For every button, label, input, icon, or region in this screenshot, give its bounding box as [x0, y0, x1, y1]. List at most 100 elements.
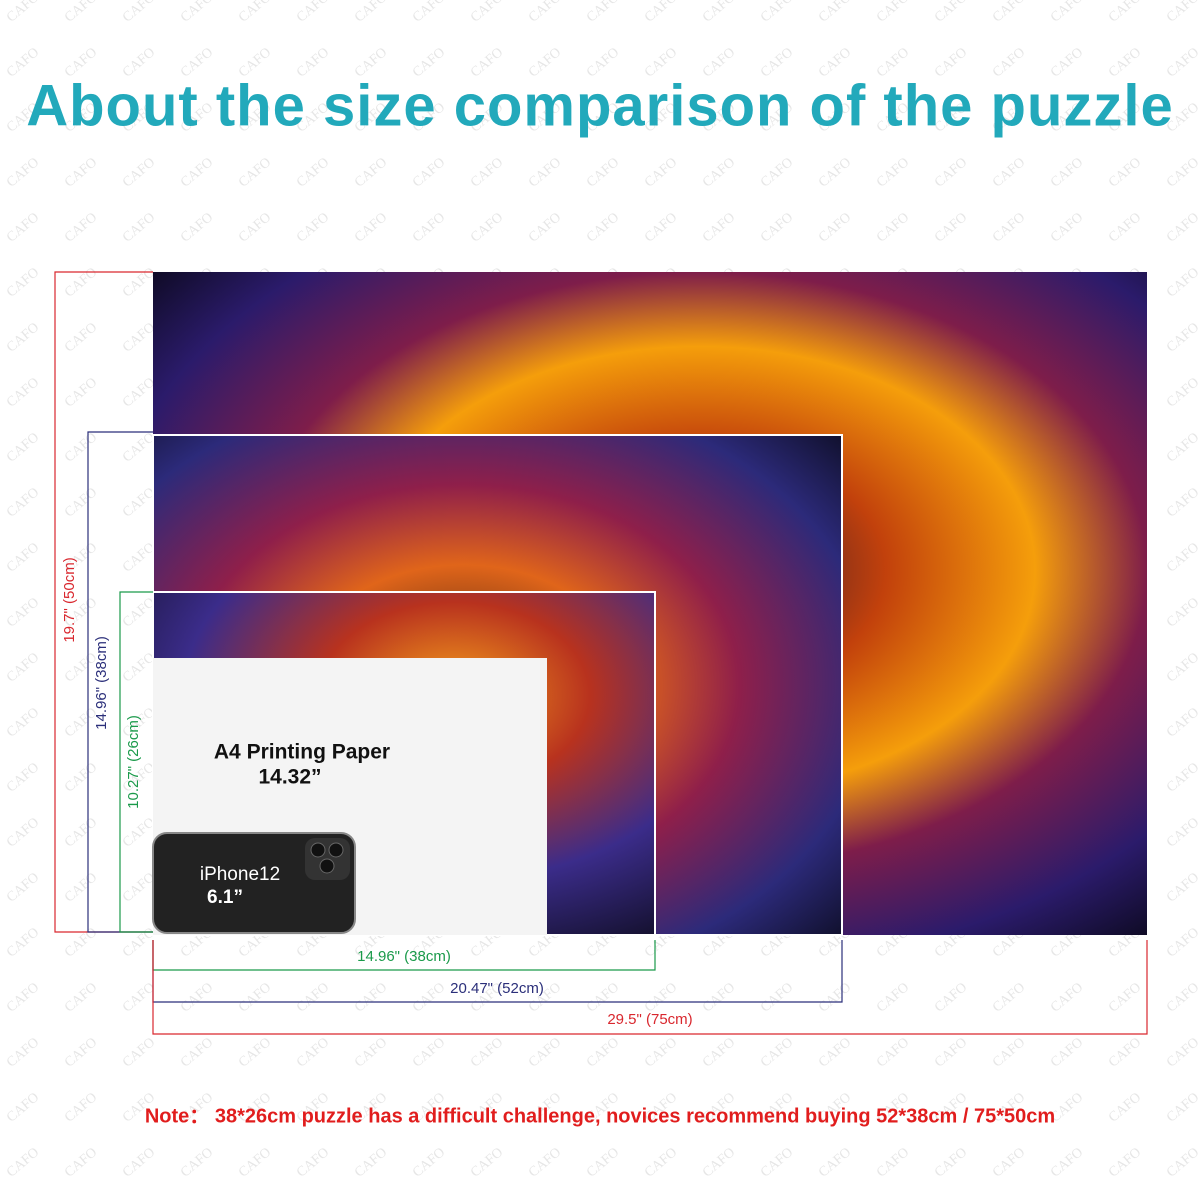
watermark: CAFO: [4, 760, 42, 796]
watermark: CAFO: [120, 320, 158, 356]
dim-red-h: [152, 940, 1148, 1035]
watermark: CAFO: [1164, 375, 1200, 411]
watermark: CAFO: [178, 210, 216, 246]
watermark: CAFO: [62, 925, 100, 961]
watermark: CAFO: [468, 1035, 506, 1071]
watermark: CAFO: [816, 980, 854, 1016]
watermark: CAFO: [1106, 0, 1144, 26]
watermark: CAFO: [468, 155, 506, 191]
watermark: CAFO: [1164, 815, 1200, 851]
watermark: CAFO: [62, 485, 100, 521]
watermark: CAFO: [1048, 1145, 1086, 1181]
watermark: CAFO: [816, 1145, 854, 1181]
watermark: CAFO: [352, 155, 390, 191]
watermark: CAFO: [4, 1145, 42, 1181]
watermark: CAFO: [700, 980, 738, 1016]
watermark: CAFO: [62, 1145, 100, 1181]
watermark: CAFO: [4, 485, 42, 521]
watermark: CAFO: [236, 210, 274, 246]
watermark: CAFO: [178, 155, 216, 191]
watermark: CAFO: [932, 980, 970, 1016]
height-label: 19.7" (50cm): [61, 557, 78, 642]
watermark: CAFO: [120, 1035, 158, 1071]
watermark: CAFO: [642, 0, 680, 26]
watermark: CAFO: [1164, 705, 1200, 741]
watermark: CAFO: [178, 1035, 216, 1071]
watermark: CAFO: [1164, 925, 1200, 961]
watermark: CAFO: [816, 210, 854, 246]
watermark: CAFO: [700, 0, 738, 26]
watermark: CAFO: [178, 980, 216, 1016]
watermark: CAFO: [294, 1145, 332, 1181]
watermark: CAFO: [990, 1035, 1028, 1071]
watermark: CAFO: [62, 320, 100, 356]
dim-green-v: [119, 591, 153, 933]
watermark: CAFO: [990, 0, 1028, 26]
watermark: CAFO: [1164, 430, 1200, 466]
watermark: CAFO: [1164, 265, 1200, 301]
watermark: CAFO: [1164, 155, 1200, 191]
watermark: CAFO: [4, 210, 42, 246]
watermark: CAFO: [932, 210, 970, 246]
watermark: CAFO: [874, 1145, 912, 1181]
watermark: CAFO: [62, 870, 100, 906]
watermark: CAFO: [642, 155, 680, 191]
watermark: CAFO: [352, 980, 390, 1016]
watermark: CAFO: [758, 155, 796, 191]
watermark: CAFO: [4, 265, 42, 301]
watermark: CAFO: [874, 1035, 912, 1071]
watermark: CAFO: [1106, 1035, 1144, 1071]
watermark: CAFO: [874, 155, 912, 191]
watermark: CAFO: [1164, 210, 1200, 246]
watermark: CAFO: [294, 980, 332, 1016]
watermark: CAFO: [1164, 980, 1200, 1016]
watermark: CAFO: [62, 210, 100, 246]
watermark: CAFO: [410, 1035, 448, 1071]
watermark: CAFO: [352, 0, 390, 26]
lens: [319, 858, 335, 874]
watermark: CAFO: [584, 0, 622, 26]
watermark: CAFO: [410, 1145, 448, 1181]
watermark: CAFO: [236, 980, 274, 1016]
watermark: CAFO: [816, 1035, 854, 1071]
height-label: 14.96" (38cm): [93, 636, 110, 730]
watermark: CAFO: [236, 0, 274, 26]
watermark: CAFO: [294, 0, 332, 26]
watermark: CAFO: [120, 210, 158, 246]
watermark: CAFO: [62, 155, 100, 191]
watermark: CAFO: [932, 1035, 970, 1071]
watermark: CAFO: [990, 155, 1028, 191]
watermark: CAFO: [1164, 595, 1200, 631]
watermark: CAFO: [874, 980, 912, 1016]
iphone-label: iPhone12: [200, 864, 280, 885]
iphone-size: 6.1”: [207, 887, 243, 908]
watermark: CAFO: [932, 155, 970, 191]
watermark: CAFO: [62, 760, 100, 796]
watermark: CAFO: [1164, 1145, 1200, 1181]
height-label: 10.27" (26cm): [125, 715, 142, 809]
lens: [328, 842, 344, 858]
watermark: CAFO: [758, 980, 796, 1016]
watermark: CAFO: [62, 1090, 100, 1126]
watermark: CAFO: [62, 430, 100, 466]
a4-label: A4 Printing Paper: [214, 741, 390, 764]
watermark: CAFO: [62, 375, 100, 411]
lens: [310, 842, 326, 858]
watermark: CAFO: [526, 1145, 564, 1181]
watermark: CAFO: [120, 155, 158, 191]
watermark: CAFO: [4, 650, 42, 686]
watermark: CAFO: [758, 210, 796, 246]
watermark: CAFO: [1164, 0, 1200, 26]
watermark: CAFO: [1164, 870, 1200, 906]
watermark: CAFO: [526, 0, 564, 26]
watermark: CAFO: [526, 210, 564, 246]
watermark: CAFO: [758, 1145, 796, 1181]
note: Note： 38*26cm puzzle has a difficult cha…: [145, 1105, 1055, 1127]
watermark: CAFO: [526, 155, 564, 191]
watermark: CAFO: [4, 1090, 42, 1126]
watermark: CAFO: [178, 1145, 216, 1181]
watermark: CAFO: [4, 815, 42, 851]
watermark: CAFO: [178, 0, 216, 26]
watermark: CAFO: [932, 1145, 970, 1181]
